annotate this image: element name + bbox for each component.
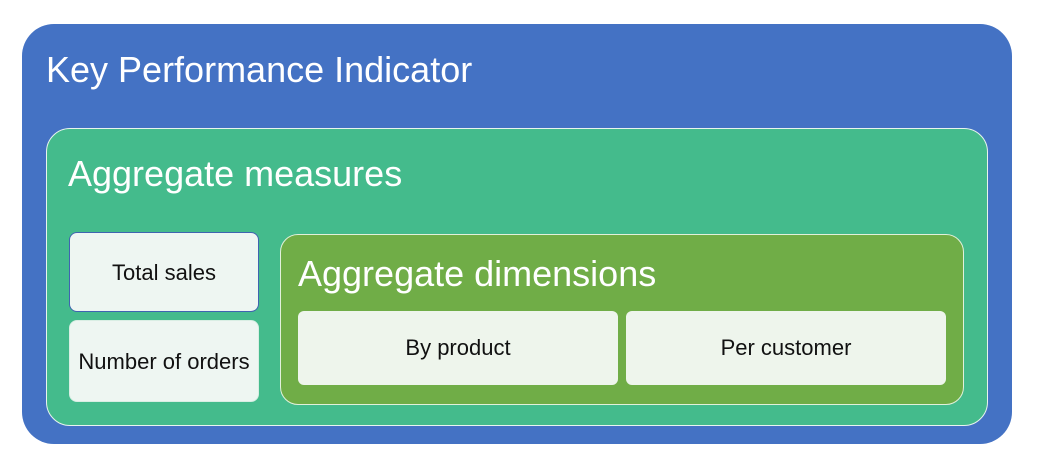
- dimension-per-customer: Per customer: [626, 311, 946, 385]
- measure-number-of-orders: Number of orders: [69, 320, 259, 402]
- aggregate-dimensions-container: Aggregate dimensions By product Per cust…: [280, 234, 964, 405]
- aggregate-dimensions-title: Aggregate dimensions: [298, 253, 657, 294]
- dimension-by-product: By product: [298, 311, 618, 385]
- aggregate-measures-title: Aggregate measures: [68, 153, 403, 194]
- kpi-title: Key Performance Indicator: [46, 49, 473, 90]
- kpi-container: Key Performance Indicator Aggregate meas…: [22, 24, 1012, 444]
- aggregate-measures-container: Aggregate measures Total sales Number of…: [46, 128, 988, 426]
- measure-total-sales: Total sales: [69, 232, 259, 312]
